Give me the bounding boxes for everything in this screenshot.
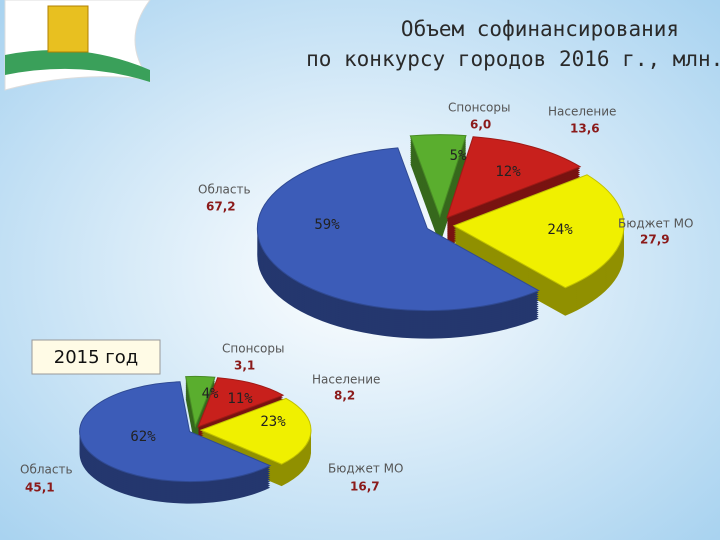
category-label: Область (198, 183, 251, 197)
chart-title: 2015 год (54, 347, 138, 368)
category-label: Бюджет МО (328, 462, 403, 476)
slice (409, 134, 467, 219)
pie (79, 375, 312, 504)
pie (256, 134, 625, 339)
category-label: Область (20, 463, 73, 477)
percent-label: 4% (202, 386, 219, 402)
value-label: 13,6 (570, 122, 600, 136)
category-label: Спонсоры (448, 101, 510, 115)
value-label: 16,7 (350, 480, 380, 494)
category-label: Бюджет МО (618, 217, 693, 231)
slice (256, 147, 540, 312)
chart-title: Объем софинансирования по конкурсу городо… (306, 17, 720, 71)
value-label: 27,9 (640, 233, 670, 247)
year-box (31, 339, 161, 375)
percent-label: 62% (130, 429, 156, 445)
value-label: 67,2 (206, 200, 236, 214)
value-label: 8,2 (334, 389, 355, 403)
flag (4, 0, 152, 91)
slice (452, 174, 625, 289)
slice (199, 397, 312, 465)
percent-label: 59% (314, 217, 340, 233)
percent-label: 12% (495, 164, 521, 180)
category-label: Население (312, 373, 380, 387)
slice (197, 377, 285, 428)
percent-label: 11% (227, 391, 253, 407)
category-label: Спонсоры (222, 342, 284, 356)
percent-label: 5% (450, 148, 467, 164)
slice (185, 375, 216, 429)
value-label: 3,1 (234, 359, 255, 373)
slice (79, 381, 272, 483)
value-label: 6,0 (470, 118, 491, 132)
slice (446, 136, 582, 219)
percent-label: 24% (547, 222, 573, 238)
value-label: 45,1 (25, 481, 55, 495)
percent-label: 23% (260, 414, 286, 430)
category-label: Население (548, 105, 616, 119)
